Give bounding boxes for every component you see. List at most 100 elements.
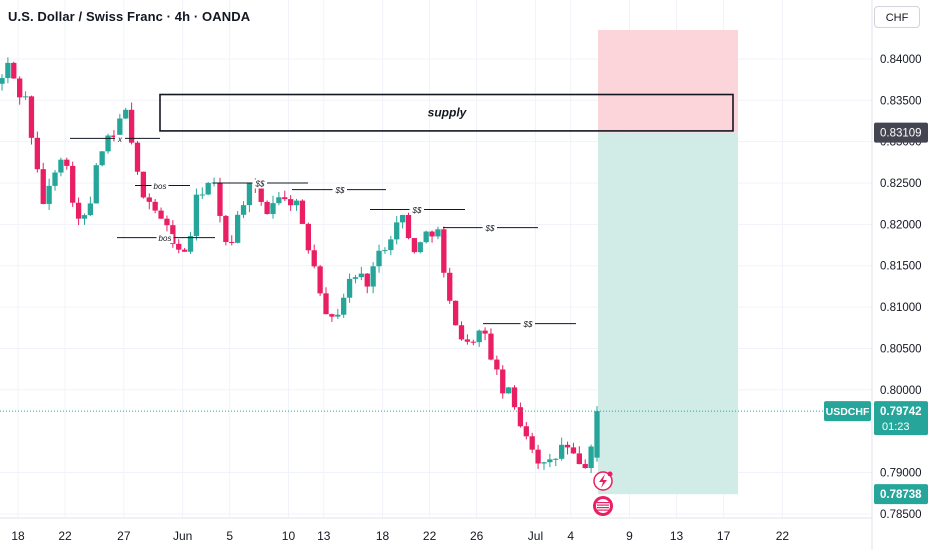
candle-body[interactable] xyxy=(352,277,359,279)
candle-body[interactable] xyxy=(341,297,347,315)
candle-body[interactable] xyxy=(429,231,435,237)
candle-body[interactable] xyxy=(553,458,559,460)
candle-body[interactable] xyxy=(394,222,400,240)
candle-body[interactable] xyxy=(494,359,500,370)
candle-body[interactable] xyxy=(0,78,5,84)
candle-body[interactable] xyxy=(288,199,294,206)
candle-body[interactable] xyxy=(500,369,506,394)
candle-body[interactable] xyxy=(181,249,188,252)
candle-body[interactable] xyxy=(570,447,577,454)
candle-body[interactable] xyxy=(229,241,235,243)
candle-body[interactable] xyxy=(376,250,382,267)
candle-body[interactable] xyxy=(317,266,323,294)
candle-body[interactable] xyxy=(46,185,52,204)
candle-body[interactable] xyxy=(187,236,194,252)
candle-body[interactable] xyxy=(411,238,418,253)
candle-body[interactable] xyxy=(470,341,476,343)
candle-body[interactable] xyxy=(5,62,11,79)
candle-body[interactable] xyxy=(335,314,341,317)
candle-body[interactable] xyxy=(435,229,441,237)
candle-body[interactable] xyxy=(99,151,105,166)
candle-body[interactable] xyxy=(476,330,482,343)
candle-body[interactable] xyxy=(75,202,82,219)
candle-body[interactable] xyxy=(93,165,99,204)
candle-body[interactable] xyxy=(464,339,471,342)
candle-body[interactable] xyxy=(17,78,23,98)
candle-body[interactable] xyxy=(511,387,518,408)
candle-body[interactable] xyxy=(482,330,488,334)
candle-body[interactable] xyxy=(293,200,300,206)
us-flag-event-icon[interactable] xyxy=(593,496,613,516)
candle-body[interactable] xyxy=(346,278,353,298)
candle-body[interactable] xyxy=(158,210,164,219)
candle-body[interactable] xyxy=(11,62,17,79)
candle-body[interactable] xyxy=(452,300,459,326)
candle-body[interactable] xyxy=(329,314,335,317)
candle-body[interactable] xyxy=(305,223,311,251)
candle-body[interactable] xyxy=(447,272,453,301)
candle-body[interactable] xyxy=(40,169,46,204)
candle-body[interactable] xyxy=(358,273,365,278)
candle-body[interactable] xyxy=(523,426,529,437)
candle-body[interactable] xyxy=(140,171,147,198)
candle-body[interactable] xyxy=(240,205,247,215)
candle-body[interactable] xyxy=(199,194,205,196)
candle-body[interactable] xyxy=(276,197,282,204)
candle-body[interactable] xyxy=(164,218,170,226)
candle-body[interactable] xyxy=(541,462,547,464)
candle-body[interactable] xyxy=(34,137,40,170)
candle-body[interactable] xyxy=(193,194,200,237)
candle-body[interactable] xyxy=(146,197,152,202)
supply-zone-box[interactable] xyxy=(159,93,734,132)
candle-body[interactable] xyxy=(594,411,600,458)
candle-body[interactable] xyxy=(559,444,565,459)
candle-body[interactable] xyxy=(282,197,288,200)
candle-body[interactable] xyxy=(58,159,64,173)
candle-body[interactable] xyxy=(105,135,111,152)
candle-body[interactable] xyxy=(441,229,447,273)
candle-body[interactable] xyxy=(270,203,276,214)
candle-body[interactable] xyxy=(246,182,253,206)
candle-body[interactable] xyxy=(111,135,117,138)
candle-body[interactable] xyxy=(382,250,388,252)
candle-body[interactable] xyxy=(123,109,129,119)
candle-body[interactable] xyxy=(22,96,29,98)
candle-body[interactable] xyxy=(364,273,370,287)
candle-body[interactable] xyxy=(564,444,571,448)
candle-body[interactable] xyxy=(458,325,465,340)
candle-body[interactable] xyxy=(64,159,70,166)
take-profit-zone[interactable] xyxy=(598,132,738,495)
candle-body[interactable] xyxy=(399,214,406,223)
candle-body[interactable] xyxy=(52,172,58,186)
candle-body[interactable] xyxy=(258,188,264,202)
flash-event-icon[interactable] xyxy=(593,471,613,491)
candle-body[interactable] xyxy=(117,118,123,138)
candle-body[interactable] xyxy=(423,231,429,243)
candle-body[interactable] xyxy=(576,453,582,465)
currency-button[interactable]: CHF xyxy=(874,6,920,28)
candle-body[interactable] xyxy=(176,243,182,250)
candle-body[interactable] xyxy=(87,203,94,216)
candle-body[interactable] xyxy=(417,242,423,253)
candle-body[interactable] xyxy=(529,436,535,450)
candle-body[interactable] xyxy=(217,182,223,216)
candle-body[interactable] xyxy=(405,214,412,239)
candle-body[interactable] xyxy=(488,333,494,360)
candle-body[interactable] xyxy=(535,449,541,464)
candle-body[interactable] xyxy=(234,214,241,243)
candle-body[interactable] xyxy=(264,201,270,214)
candle-body[interactable] xyxy=(70,165,76,203)
candle-body[interactable] xyxy=(205,182,211,195)
candle-body[interactable] xyxy=(299,200,306,224)
candle-body[interactable] xyxy=(152,201,158,211)
candle-body[interactable] xyxy=(505,387,512,394)
candle-body[interactable] xyxy=(28,96,35,138)
stop-loss-zone[interactable] xyxy=(598,30,738,133)
candle-body[interactable] xyxy=(388,239,394,251)
candle-body[interactable] xyxy=(128,109,135,143)
candle-body[interactable] xyxy=(81,215,88,219)
candle-body[interactable] xyxy=(547,459,553,463)
candle-body[interactable] xyxy=(223,215,229,242)
